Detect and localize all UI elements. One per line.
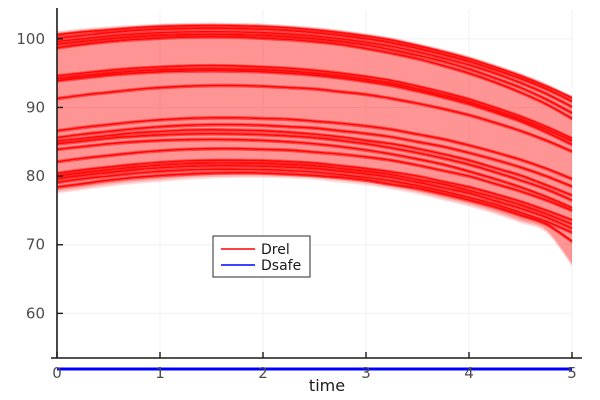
drel-trajectory: [56, 161, 573, 222]
drel-trajectory: [56, 33, 573, 114]
axis-frame: [51, 8, 582, 359]
drel-trajectory: [56, 37, 573, 121]
drel-trajectory: [56, 35, 573, 120]
drel-trajectory: [56, 71, 573, 147]
drel-trajectory: [56, 147, 573, 212]
x-tick-label: 4: [464, 364, 474, 382]
drel-trajectory: [56, 24, 573, 99]
legend-label-drel[interactable]: Drel: [261, 242, 290, 258]
drel-trajectory: [56, 170, 573, 241]
drel-trajectory: [56, 29, 573, 107]
drel-trajectory: [56, 64, 573, 140]
drel-trajectory: [56, 149, 573, 213]
drel-trajectory: [56, 35, 573, 118]
drel-trajectory: [56, 118, 573, 181]
drel-trajectory: [56, 84, 573, 153]
drel-trajectory: [56, 86, 573, 154]
drel-trajectory: [56, 115, 573, 179]
y-tick-labels: 60 70 80 90 100: [16, 30, 45, 323]
drel-trajectory: [56, 173, 573, 244]
drel-trajectory: [56, 167, 573, 232]
drel-trajectory: [56, 68, 573, 144]
x-axis-title: time: [309, 376, 345, 395]
drel-trajectory: [56, 138, 573, 209]
drel-trajectory: [56, 140, 573, 210]
drel-trajectory: [56, 66, 573, 141]
drel-trajectory: [56, 30, 573, 108]
drel-trajectory: [56, 161, 573, 224]
x-tick-label: 0: [52, 364, 62, 382]
drel-trajectory: [56, 166, 573, 231]
drel-trajectory: [56, 168, 573, 234]
y-tick-label: 70: [26, 236, 45, 254]
ribbon-band: [57, 22, 572, 264]
legend-box: [212, 235, 311, 278]
drel-trajectory: [56, 134, 573, 203]
drel-trajectory: [56, 158, 573, 220]
drel-trajectory: [56, 26, 573, 101]
drel-trajectory: [56, 66, 573, 141]
drel-trajectory: [56, 137, 573, 207]
drel-trajectory: [56, 128, 573, 197]
legend-label-dsafe[interactable]: Dsafe: [261, 258, 301, 274]
axis-ticks: [56, 38, 573, 358]
drel-trajectory: [56, 146, 573, 210]
drel-trajectory: [56, 123, 573, 188]
drel-trajectory: [56, 35, 573, 115]
drel-trajectory: [56, 27, 573, 103]
drel-trajectory: [56, 69, 573, 146]
drel-trajectory: [56, 116, 573, 180]
drel-trajectory: [56, 159, 573, 221]
drel-trajectory: [56, 170, 573, 235]
y-tick-label: 80: [26, 167, 45, 185]
x-tick-label: 5: [567, 364, 577, 382]
drel-trajectory: [56, 29, 573, 104]
drel-trajectory: [56, 26, 573, 100]
drel-trajectory: [56, 163, 573, 227]
y-tick-label: 90: [26, 98, 45, 116]
drel-trajectory: [56, 122, 573, 186]
drel-trajectories: [56, 23, 573, 244]
drel-trajectory: [56, 164, 573, 230]
drel-trajectory: [56, 162, 573, 225]
y-tick-label: 60: [26, 304, 45, 322]
drel-trajectory: [56, 23, 573, 98]
drel-trajectory: [56, 32, 573, 113]
x-tick-label: 2: [258, 364, 268, 382]
drel-trajectory: [56, 125, 573, 189]
drel-trajectory: [56, 131, 573, 200]
drel-trajectory: [56, 163, 573, 228]
drel-trajectory: [56, 171, 573, 242]
drel-trajectory: [56, 67, 573, 142]
drel-trajectory: [56, 128, 573, 195]
x-tick-label: 1: [155, 364, 165, 382]
drel-trajectory: [56, 130, 573, 198]
drel-trajectory: [56, 32, 573, 109]
x-tick-label: 3: [361, 364, 371, 382]
x-tick-labels: 0 1 2 3 4 5: [52, 364, 577, 382]
drel-trajectory: [56, 132, 573, 201]
y-tick-label: 100: [16, 30, 45, 48]
drel-trajectory: [56, 63, 573, 138]
drel-trajectory: [56, 83, 573, 151]
